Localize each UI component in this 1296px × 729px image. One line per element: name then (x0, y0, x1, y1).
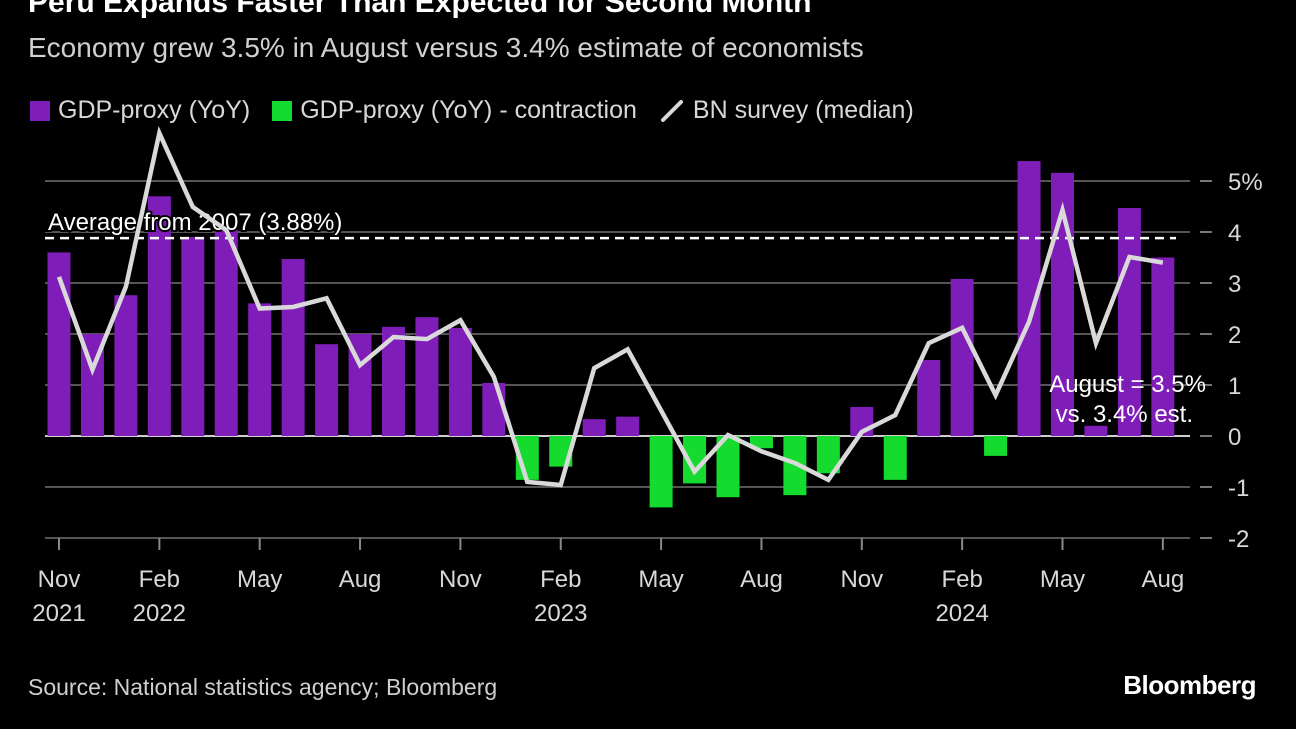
legend-line-icon (660, 99, 683, 122)
y-tick-label: 3 (1228, 271, 1241, 298)
bar-mar-2023 (582, 419, 606, 436)
x-tick-month: Aug (1141, 566, 1184, 593)
bar-jun-2022 (281, 259, 305, 436)
legend-item-gdp: GDP-proxy (YoY) (30, 96, 250, 125)
bar-jul-2023 (716, 436, 740, 498)
y-tick-label: 2 (1228, 322, 1241, 349)
legend-label: GDP-proxy (YoY) - contraction (300, 96, 637, 124)
x-tick-month: Nov (38, 566, 81, 593)
x-tick-month: May (1040, 566, 1085, 593)
bar-jun-2023 (683, 436, 707, 484)
bar-jan-2024 (917, 360, 941, 436)
bar-jul-2024 (1117, 208, 1141, 436)
bar-dec-2023 (883, 436, 907, 480)
source-note: Source: National statistics agency; Bloo… (28, 674, 498, 700)
x-tick-month: Aug (740, 566, 783, 593)
reference-line: Average from 2007 (3.88%) (45, 207, 1176, 240)
y-tick-label: 5% (1228, 169, 1263, 196)
legend-item-survey: BN survey (median) (659, 96, 914, 125)
bar-nov-2021 (47, 252, 71, 436)
bar-aug-2023 (749, 436, 773, 449)
bloomberg-logo: Bloomberg (1123, 670, 1256, 700)
bar-sep-2023 (783, 436, 807, 496)
x-tick-month: May (638, 566, 683, 593)
legend-item-contraction: GDP-proxy (YoY) - contraction (272, 96, 637, 125)
y-tick-label: 1 (1228, 373, 1241, 400)
legend-swatch-purple (30, 100, 50, 121)
x-tick-month: Feb (540, 566, 581, 593)
bar-jun-2024 (1084, 425, 1108, 436)
bar-apr-2023 (616, 416, 640, 436)
legend: GDP-proxy (YoY) GDP-proxy (YoY) - contra… (30, 96, 936, 125)
legend-label: GDP-proxy (YoY) (58, 96, 251, 124)
bar-jul-2022 (315, 344, 339, 436)
bars (47, 161, 1175, 508)
x-tick-month: Feb (139, 566, 180, 593)
legend-label: BN survey (median) (692, 96, 914, 124)
y-tick-label: 0 (1228, 424, 1241, 451)
chart-title: Peru Expands Faster Than Expected for Se… (28, 0, 812, 19)
chart-subtitle: Economy grew 3.5% in August versus 3.4% … (28, 32, 864, 63)
y-tick-label: 4 (1228, 220, 1241, 247)
bar-feb-2023 (549, 436, 573, 467)
legend-swatch-green (272, 100, 293, 121)
bar-jan-2022 (114, 295, 138, 436)
average-label: Average from 2007 (3.88%) (48, 209, 342, 236)
bar-aug-2022 (348, 334, 372, 436)
x-tick-month: Aug (339, 566, 382, 593)
bar-mar-2024 (984, 436, 1008, 456)
bar-may-2022 (248, 303, 272, 436)
x-axis: Nov 2021 Feb 2022 May Aug Nov Feb 2023 May Aug Nov F… (32, 538, 1184, 627)
bar-oct-2022 (415, 317, 439, 436)
bar-sep-2022 (382, 326, 405, 436)
bar-oct-2023 (816, 436, 840, 474)
bar-nov-2022 (448, 327, 472, 436)
survey-median-line (56, 125, 1164, 488)
bar-may-2023 (649, 436, 673, 508)
bar-mar-2022 (181, 237, 205, 436)
bar-feb-2022 (147, 196, 171, 436)
bar-nov-2023 (850, 406, 874, 436)
bar-dec-2021 (80, 334, 104, 436)
x-tick-year: 2024 (935, 600, 988, 627)
y-tick-label: -2 (1228, 526, 1249, 553)
survey-line (56, 125, 1164, 488)
annotation-line-2: vs. 3.4% est. (1056, 401, 1193, 428)
bar-may-2024 (1051, 172, 1074, 436)
annotation-line-1: August = 3.5% (1049, 371, 1206, 398)
x-tick-month: Nov (439, 566, 482, 593)
bar-feb-2024 (950, 278, 974, 436)
bar-apr-2022 (214, 227, 238, 436)
y-tick-label: -1 (1228, 475, 1249, 502)
gridlines (45, 180, 1190, 539)
x-tick-year: 2022 (133, 600, 186, 627)
y-axis: 5% 4 3 2 1 0 -1 -2 (1200, 169, 1263, 553)
annotation: August = 3.5% vs. 3.4% est. (1049, 371, 1206, 428)
bar-dec-2022 (482, 382, 506, 436)
bar-jan-2023 (515, 436, 539, 480)
bar-aug-2024 (1151, 257, 1175, 436)
bar-apr-2024 (1017, 161, 1041, 437)
x-tick-month: Nov (840, 566, 883, 593)
x-tick-month: May (237, 566, 282, 593)
x-tick-year: 2021 (32, 600, 85, 627)
x-tick-year: 2023 (534, 600, 587, 627)
x-tick-month: Feb (941, 566, 982, 593)
